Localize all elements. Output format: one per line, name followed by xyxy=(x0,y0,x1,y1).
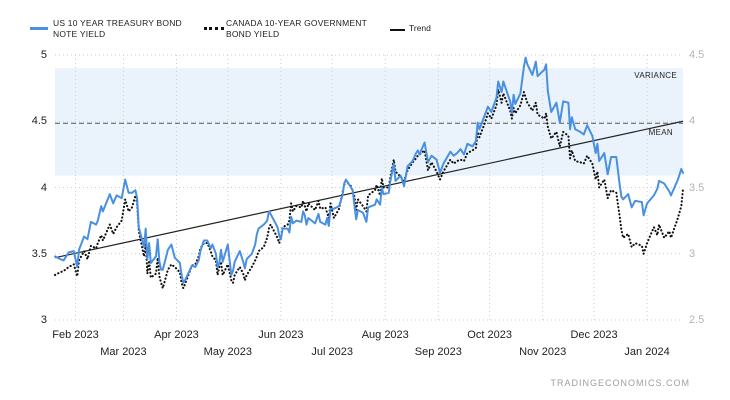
us-series-line xyxy=(54,56,684,284)
legend-canada-line2: BOND YIELD xyxy=(226,28,280,39)
y-axis-left-tick: 4 xyxy=(40,181,47,194)
x-axis-month-label: Oct 2023 xyxy=(467,329,512,341)
x-axis-month-label: Jul 2023 xyxy=(311,346,353,358)
y-axis-right-tick: 3 xyxy=(689,247,696,260)
y-axis-left-tick: 3.5 xyxy=(31,247,47,260)
x-axis-month-label: Aug 2023 xyxy=(361,329,409,341)
legend-us-line1: US 10 YEAR TREASURY BOND xyxy=(53,18,182,28)
legend-canada-line1: CANADA 10-YEAR GOVERNMENT xyxy=(226,18,368,28)
y-axis-left-tick: 5 xyxy=(40,49,47,61)
legend-us-line2: NOTE YIELD xyxy=(53,28,106,39)
y-axis-right-tick: 3.5 xyxy=(689,181,705,194)
trend-line xyxy=(54,120,684,259)
x-axis-month-label: Jun 2023 xyxy=(258,329,304,341)
legend-item-us[interactable]: US 10 YEAR TREASURY BOND NOTE YIELD xyxy=(30,8,200,39)
x-axis-month-label: Feb 2023 xyxy=(52,329,99,341)
y-axis-right-tick: 2.5 xyxy=(689,314,705,326)
variance-label: VARIANCE xyxy=(634,71,677,80)
y-axis-right-tick: 4 xyxy=(689,115,696,128)
x-axis-month-label: Dec 2023 xyxy=(570,329,618,341)
mean-label: MEAN xyxy=(648,128,673,137)
canada-dotted-swatch xyxy=(204,27,224,30)
x-axis-month-label: Sep 2023 xyxy=(414,346,462,358)
legend-label-canada: CANADA 10-YEAR GOVERNMENT BOND YIELD xyxy=(226,18,367,39)
us-line-swatch xyxy=(30,27,48,30)
x-axis-month-label: May 2023 xyxy=(203,346,252,358)
legend-item-trend[interactable]: Trend xyxy=(390,8,450,34)
x-axis-month-label: Apr 2023 xyxy=(154,329,199,341)
legend-item-canada[interactable]: CANADA 10-YEAR GOVERNMENT BOND YIELD xyxy=(204,8,384,39)
y-axis-left-tick: 3 xyxy=(40,314,47,326)
trend-line-swatch xyxy=(390,29,405,31)
y-axis-right-tick: 4.5 xyxy=(689,49,705,61)
variance-band xyxy=(55,68,683,176)
legend-trend-label: Trend xyxy=(409,23,431,33)
x-axis-month-label: Mar 2023 xyxy=(100,346,147,358)
legend-label-us: US 10 YEAR TREASURY BOND NOTE YIELD xyxy=(53,18,182,39)
watermark: TRADINGECONOMICS.COM xyxy=(550,378,690,388)
x-axis-month-label: Nov 2023 xyxy=(519,346,567,358)
x-axis-month-label: Jan 2024 xyxy=(624,346,670,358)
y-axis-left-tick: 4.5 xyxy=(31,115,47,128)
